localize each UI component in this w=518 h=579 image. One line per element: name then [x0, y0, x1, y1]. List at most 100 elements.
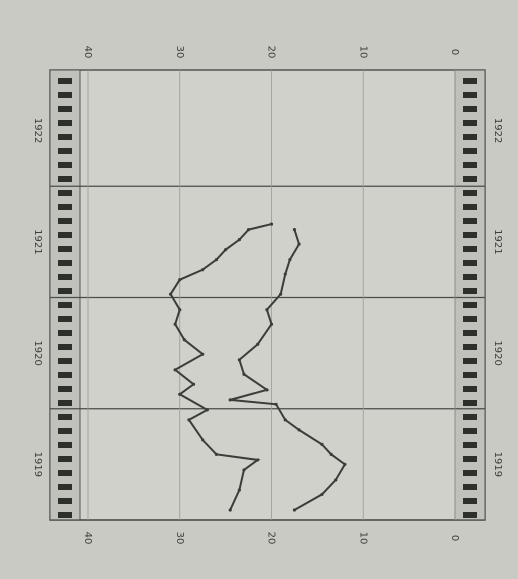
- perforation: [463, 498, 477, 504]
- perforation: [58, 232, 72, 238]
- point: [169, 293, 172, 296]
- perforation: [58, 246, 72, 252]
- x-tick-label: 1922: [32, 118, 43, 143]
- perforation: [463, 330, 477, 336]
- perforation: [58, 204, 72, 210]
- perforation: [58, 288, 72, 294]
- perforation: [463, 428, 477, 434]
- perforation: [58, 498, 72, 504]
- x-tick-label: 1921: [492, 229, 503, 254]
- y-tick-label: 10: [357, 532, 368, 545]
- perforation: [58, 92, 72, 98]
- perforation: [58, 78, 72, 84]
- perforation: [58, 428, 72, 434]
- perforation: [58, 190, 72, 196]
- point: [247, 228, 250, 231]
- perforation: [58, 148, 72, 154]
- point: [187, 418, 190, 421]
- perforation: [58, 386, 72, 392]
- perforation: [463, 358, 477, 364]
- point: [201, 353, 204, 356]
- point: [215, 453, 218, 456]
- perforation: [58, 274, 72, 280]
- perforation: [58, 442, 72, 448]
- perforation: [463, 512, 477, 518]
- point: [224, 248, 227, 251]
- y-tick-label: 0: [449, 49, 460, 55]
- perforation: [463, 176, 477, 182]
- y-tick-label: 20: [266, 46, 277, 59]
- y-tick-label: 40: [82, 532, 93, 545]
- perforation: [463, 400, 477, 406]
- perforation: [463, 106, 477, 112]
- point: [242, 373, 245, 376]
- perforation: [463, 470, 477, 476]
- point: [284, 273, 287, 276]
- point: [178, 278, 181, 281]
- perforation: [58, 484, 72, 490]
- perforation: [463, 162, 477, 168]
- point: [215, 258, 218, 261]
- y-tick-label: 0: [449, 535, 460, 541]
- point: [274, 403, 277, 406]
- perforation: [463, 260, 477, 266]
- perforation: [463, 190, 477, 196]
- y-tick-label: 30: [174, 532, 185, 545]
- point: [320, 443, 323, 446]
- perforation: [463, 316, 477, 322]
- plot-frame: [50, 70, 485, 520]
- perforation: [463, 456, 477, 462]
- perforation: [58, 218, 72, 224]
- point: [334, 478, 337, 481]
- x-tick-label: 1920: [32, 340, 43, 365]
- point: [297, 428, 300, 431]
- perforation: [463, 218, 477, 224]
- perforation: [58, 134, 72, 140]
- point: [242, 468, 245, 471]
- perforation: [58, 316, 72, 322]
- point: [174, 368, 177, 371]
- point: [270, 323, 273, 326]
- perforation: [58, 512, 72, 518]
- point: [238, 358, 241, 361]
- perforation: [58, 162, 72, 168]
- point: [192, 383, 195, 386]
- perforation: [58, 372, 72, 378]
- point: [330, 453, 333, 456]
- x-tick-label: 1919: [492, 452, 503, 477]
- perforation: [463, 232, 477, 238]
- perforation: [463, 134, 477, 140]
- point: [256, 458, 259, 461]
- perforation: [463, 372, 477, 378]
- perforation: [58, 260, 72, 266]
- perforation: [463, 92, 477, 98]
- perforation: [463, 484, 477, 490]
- point: [320, 493, 323, 496]
- y-tick-label: 40: [82, 46, 93, 59]
- point: [293, 228, 296, 231]
- perforation: [58, 358, 72, 364]
- point: [229, 398, 232, 401]
- perforation: [463, 386, 477, 392]
- y-tick-label: 20: [266, 532, 277, 545]
- perforation: [58, 302, 72, 308]
- x-tick-label: 1922: [492, 118, 503, 143]
- perforation: [463, 204, 477, 210]
- perforation: [58, 330, 72, 336]
- perforation: [463, 414, 477, 420]
- perforation: [463, 120, 477, 126]
- point: [288, 258, 291, 261]
- point: [293, 508, 296, 511]
- point: [178, 308, 181, 311]
- perforation: [58, 106, 72, 112]
- y-tick-label: 10: [357, 46, 368, 59]
- point: [297, 243, 300, 246]
- point: [178, 393, 181, 396]
- perforation: [463, 344, 477, 350]
- perforation: [463, 246, 477, 252]
- point: [284, 418, 287, 421]
- point: [174, 323, 177, 326]
- perforation: [58, 414, 72, 420]
- point: [238, 488, 241, 491]
- x-tick-label: 1920: [492, 340, 503, 365]
